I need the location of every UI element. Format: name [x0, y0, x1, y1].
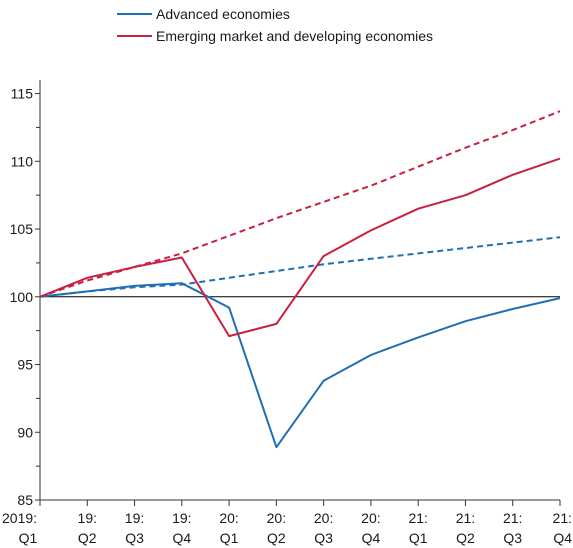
- y-tick-label: 95: [17, 357, 33, 373]
- x-tick-label-quarter: Q2: [456, 530, 475, 546]
- x-tick-label-year: 21:: [408, 510, 427, 526]
- x-tick-label-quarter: Q1: [19, 530, 38, 546]
- x-tick-label-year: 20:: [267, 510, 286, 526]
- x-tick-label-year: 19:: [172, 510, 191, 526]
- legend-label-emerging: Emerging market and developing economies: [156, 28, 433, 44]
- y-tick-label: 85: [17, 492, 33, 508]
- x-tick-label-year: 20:: [314, 510, 333, 526]
- x-tick-label-year: 21:: [553, 510, 572, 526]
- series-line-1: [39, 157, 561, 338]
- x-tick-label-year: 20:: [361, 510, 380, 526]
- x-tick-label-year: 20:: [219, 510, 238, 526]
- x-tick-label-year: 19:: [78, 510, 97, 526]
- y-tick-label: 90: [17, 424, 33, 440]
- y-tick-label: 100: [10, 289, 34, 305]
- x-tick-label-quarter: Q3: [503, 530, 522, 546]
- x-tick-label-quarter: Q3: [314, 530, 333, 546]
- x-tick-label-quarter: Q1: [409, 530, 428, 546]
- x-tick-label-year: 19:: [125, 510, 144, 526]
- series-line-0: [39, 282, 561, 449]
- x-tick-label-quarter: Q2: [78, 530, 97, 546]
- series-line-2-dashed: [39, 236, 561, 298]
- x-tick-label-year: 2019:: [2, 510, 37, 526]
- series-line-3-dashed: [39, 110, 561, 298]
- axes: 85 90 95 100 105 110 115 2019: Q1 19: Q2 19: Q3 19: Q4…: [2, 80, 572, 546]
- x-tick-label-quarter: Q4: [362, 530, 381, 546]
- y-tick-label: 115: [11, 86, 34, 102]
- x-tick-label-quarter: Q4: [172, 530, 191, 546]
- x-tick-label-year: 21:: [456, 510, 475, 526]
- x-tick-label-quarter: Q2: [267, 530, 286, 546]
- x-tick-label-year: 21:: [503, 510, 522, 526]
- legend: Advanced economies Emerging market and d…: [117, 6, 433, 44]
- legend-label-advanced: Advanced economies: [156, 6, 290, 22]
- y-tick-label: 110: [11, 153, 34, 169]
- x-tick-label-quarter: Q3: [125, 530, 144, 546]
- x-tick-label-quarter: Q1: [220, 530, 239, 546]
- y-tick-label: 105: [10, 221, 34, 237]
- x-tick-label-quarter: Q4: [553, 530, 572, 546]
- series-layer: [39, 110, 561, 449]
